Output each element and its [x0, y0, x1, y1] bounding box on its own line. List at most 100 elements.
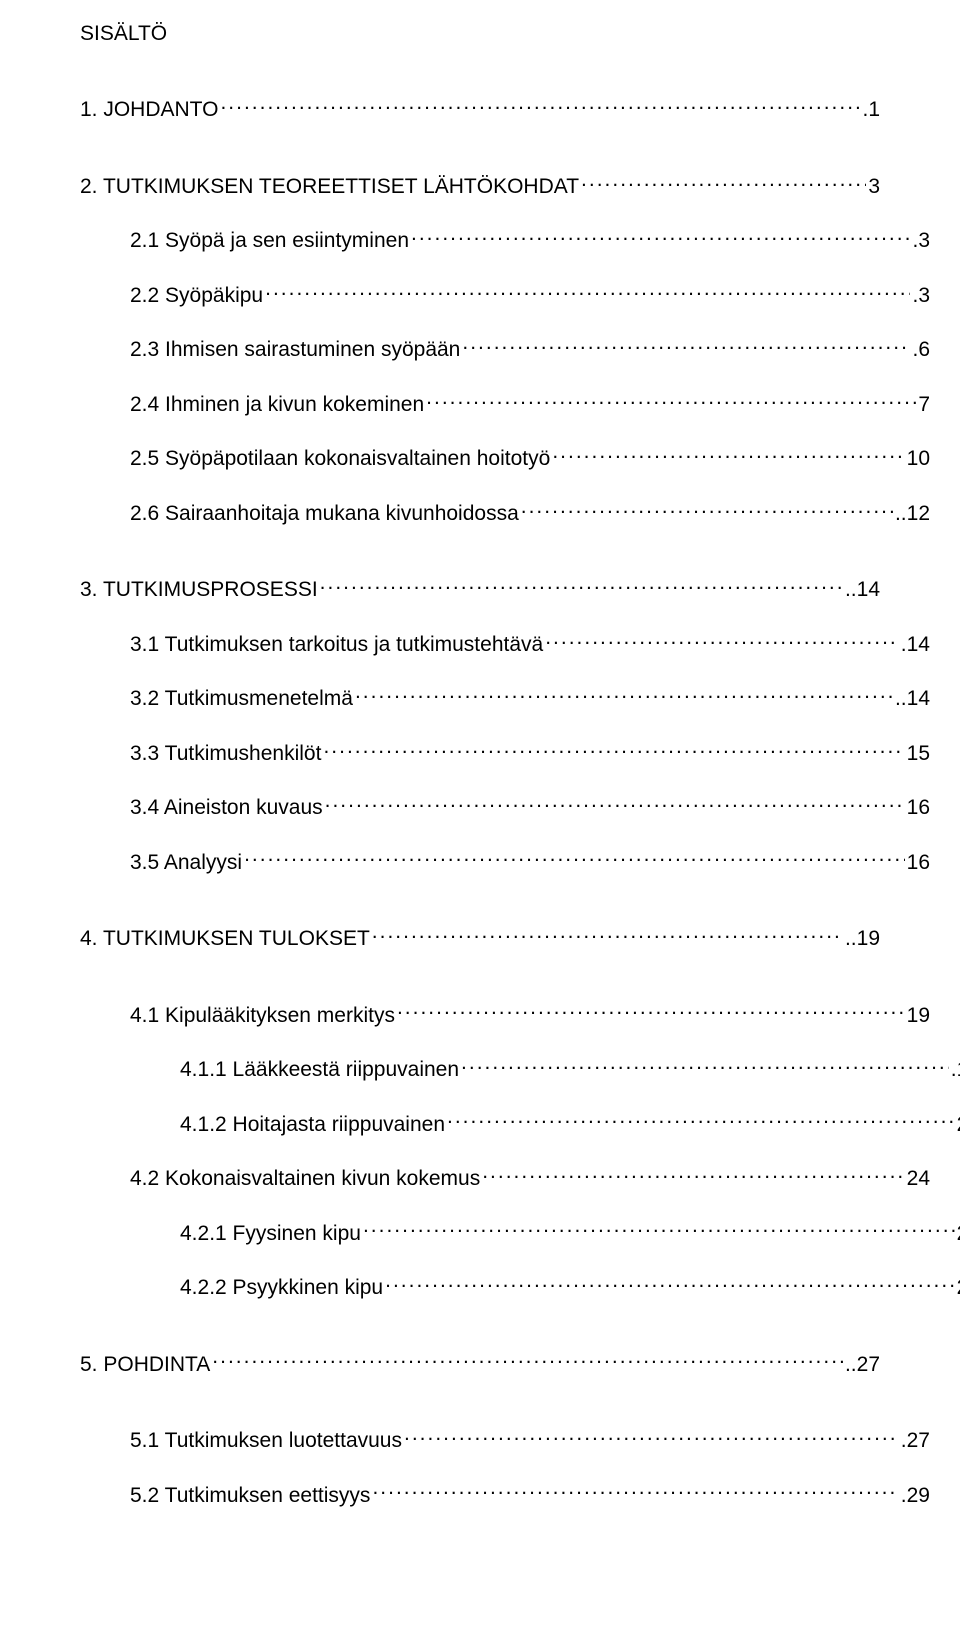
- toc-page: .29: [901, 1482, 930, 1509]
- toc-label: 2.2 Syöpäkipu: [130, 282, 263, 309]
- toc-entry: 4.1.1 Lääkkeestä riippuvainen .19: [80, 1051, 960, 1083]
- toc-leader: [404, 1422, 899, 1447]
- toc-label: 3. TUTKIMUSPROSESSI: [80, 576, 318, 603]
- toc-label: 1. JOHDANTO: [80, 96, 218, 123]
- toc-page: ..14: [845, 576, 880, 603]
- toc-leader: [482, 1160, 904, 1185]
- spacer: [80, 1193, 880, 1215]
- toc-entry: 2.4 Ihminen ja kivun kokeminen 7: [80, 386, 930, 418]
- toc-page: .3: [912, 227, 930, 254]
- toc-page: .1: [862, 96, 880, 123]
- toc-leader: [385, 1269, 955, 1294]
- toc-page: .19: [951, 1056, 960, 1083]
- toc-entry: 5. POHDINTA ..27: [80, 1345, 880, 1377]
- spacer: [80, 1084, 880, 1106]
- toc-page: 3: [868, 173, 880, 200]
- toc-entry: 4.1.2 Hoitajasta riippuvainen 22: [80, 1106, 960, 1138]
- spacer: [80, 604, 880, 626]
- spacer: [80, 1378, 880, 1422]
- toc-entry: 2.3 Ihmisen sairastuminen syöpään .6: [80, 331, 930, 363]
- toc-page: ..19: [845, 925, 880, 952]
- toc-entry: 2.2 Syöpäkipu .3: [80, 277, 930, 309]
- page-root: SISÄLTÖ 1. JOHDANTO .1 2. TUTKIMUKSEN TE…: [0, 0, 960, 1652]
- toc-entry: 3. TUTKIMUSPROSESSI ..14: [80, 571, 880, 603]
- toc-page: 10: [907, 445, 930, 472]
- toc-leader: [581, 168, 866, 193]
- toc-label: 4.1.1 Lääkkeestä riippuvainen: [180, 1056, 459, 1083]
- toc-entry: 4.2.2 Psyykkinen kipu 25: [80, 1269, 960, 1301]
- toc-page: 15: [907, 740, 930, 767]
- toc-title: SISÄLTÖ: [80, 20, 880, 47]
- toc-page: 24: [957, 1220, 960, 1247]
- toc-entry: 4.2 Kokonaisvaltainen kivun kokemus 24: [80, 1160, 930, 1192]
- toc-label: 5.2 Tutkimuksen eettisyys: [130, 1482, 370, 1509]
- toc-page: 25: [957, 1274, 960, 1301]
- toc-label: 4.2.2 Psyykkinen kipu: [180, 1274, 383, 1301]
- spacer: [80, 1138, 880, 1160]
- toc-leader: [325, 789, 905, 814]
- toc-entry: 3.4 Aineiston kuvaus 16: [80, 789, 930, 821]
- toc-leader: [397, 997, 905, 1022]
- toc-label: 5. POHDINTA: [80, 1351, 210, 1378]
- toc-page: ..27: [845, 1351, 880, 1378]
- spacer: [80, 309, 880, 331]
- toc-leader: [244, 844, 905, 869]
- toc-leader: [323, 735, 904, 760]
- toc-leader: [212, 1345, 843, 1370]
- toc-leader: [462, 331, 910, 356]
- toc-leader: [447, 1106, 955, 1131]
- toc-label: 4.1 Kipulääkityksen merkitys: [130, 1002, 395, 1029]
- toc-leader: [521, 495, 893, 520]
- spacer: [80, 767, 880, 789]
- toc-entry: 2.6 Sairaanhoitaja mukana kivunhoidossa …: [80, 495, 930, 527]
- spacer: [80, 364, 880, 386]
- toc-entry: 3.5 Analyysi 16: [80, 844, 930, 876]
- spacer: [80, 200, 880, 222]
- toc-label: 3.3 Tutkimushenkilöt: [130, 740, 321, 767]
- toc-leader: [426, 386, 916, 411]
- toc-leader: [411, 222, 910, 247]
- spacer: [80, 527, 880, 571]
- spacer: [80, 473, 880, 495]
- spacer: [80, 953, 880, 997]
- toc-entry: 4.2.1 Fyysinen kipu 24: [80, 1215, 960, 1247]
- toc-page: 22: [957, 1111, 960, 1138]
- toc-label: 3.4 Aineiston kuvaus: [130, 794, 323, 821]
- toc-page: ..14: [895, 685, 930, 712]
- toc-leader: [220, 91, 860, 116]
- toc-leader: [320, 571, 843, 596]
- toc-label: 4.2 Kokonaisvaltainen kivun kokemus: [130, 1165, 480, 1192]
- toc-label: 2.3 Ihmisen sairastuminen syöpään: [130, 336, 460, 363]
- toc-page: 7: [918, 391, 930, 418]
- spacer: [80, 1029, 880, 1051]
- toc-label: 4. TUTKIMUKSEN TULOKSET: [80, 925, 370, 952]
- toc-label: 3.5 Analyysi: [130, 849, 242, 876]
- toc-leader: [265, 277, 910, 302]
- spacer: [80, 124, 880, 168]
- toc-entry: 2.5 Syöpäpotilaan kokonaisvaltainen hoit…: [80, 440, 930, 472]
- toc-label: 2.1 Syöpä ja sen esiintyminen: [130, 227, 409, 254]
- toc-entry: 5.1 Tutkimuksen luotettavuus .27: [80, 1422, 930, 1454]
- toc-label: 2.6 Sairaanhoitaja mukana kivunhoidossa: [130, 500, 519, 527]
- toc-page: .27: [901, 1427, 930, 1454]
- toc-entry: 3.2 Tutkimusmenetelmä ..14: [80, 680, 930, 712]
- toc-entry: 1. JOHDANTO .1: [80, 91, 880, 123]
- spacer: [80, 1454, 880, 1476]
- toc-page: 16: [907, 794, 930, 821]
- spacer: [80, 713, 880, 735]
- spacer: [80, 47, 880, 91]
- toc-label: 3.2 Tutkimusmenetelmä: [130, 685, 353, 712]
- spacer: [80, 658, 880, 680]
- toc-page: 19: [907, 1002, 930, 1029]
- toc-page: ..12: [895, 500, 930, 527]
- spacer: [80, 418, 880, 440]
- toc-label: 3.1 Tutkimuksen tarkoitus ja tutkimusteh…: [130, 631, 543, 658]
- spacer: [80, 1301, 880, 1345]
- toc-label: 4.1.2 Hoitajasta riippuvainen: [180, 1111, 445, 1138]
- toc-entry: 5.2 Tutkimuksen eettisyys .29: [80, 1476, 930, 1508]
- toc-leader: [372, 1476, 898, 1501]
- toc-leader: [355, 680, 893, 705]
- toc-entry: 2. TUTKIMUKSEN TEOREETTISET LÄHTÖKOHDAT …: [80, 168, 880, 200]
- toc-entry: 3.1 Tutkimuksen tarkoitus ja tutkimusteh…: [80, 626, 930, 658]
- toc-entry: 3.3 Tutkimushenkilöt 15: [80, 735, 930, 767]
